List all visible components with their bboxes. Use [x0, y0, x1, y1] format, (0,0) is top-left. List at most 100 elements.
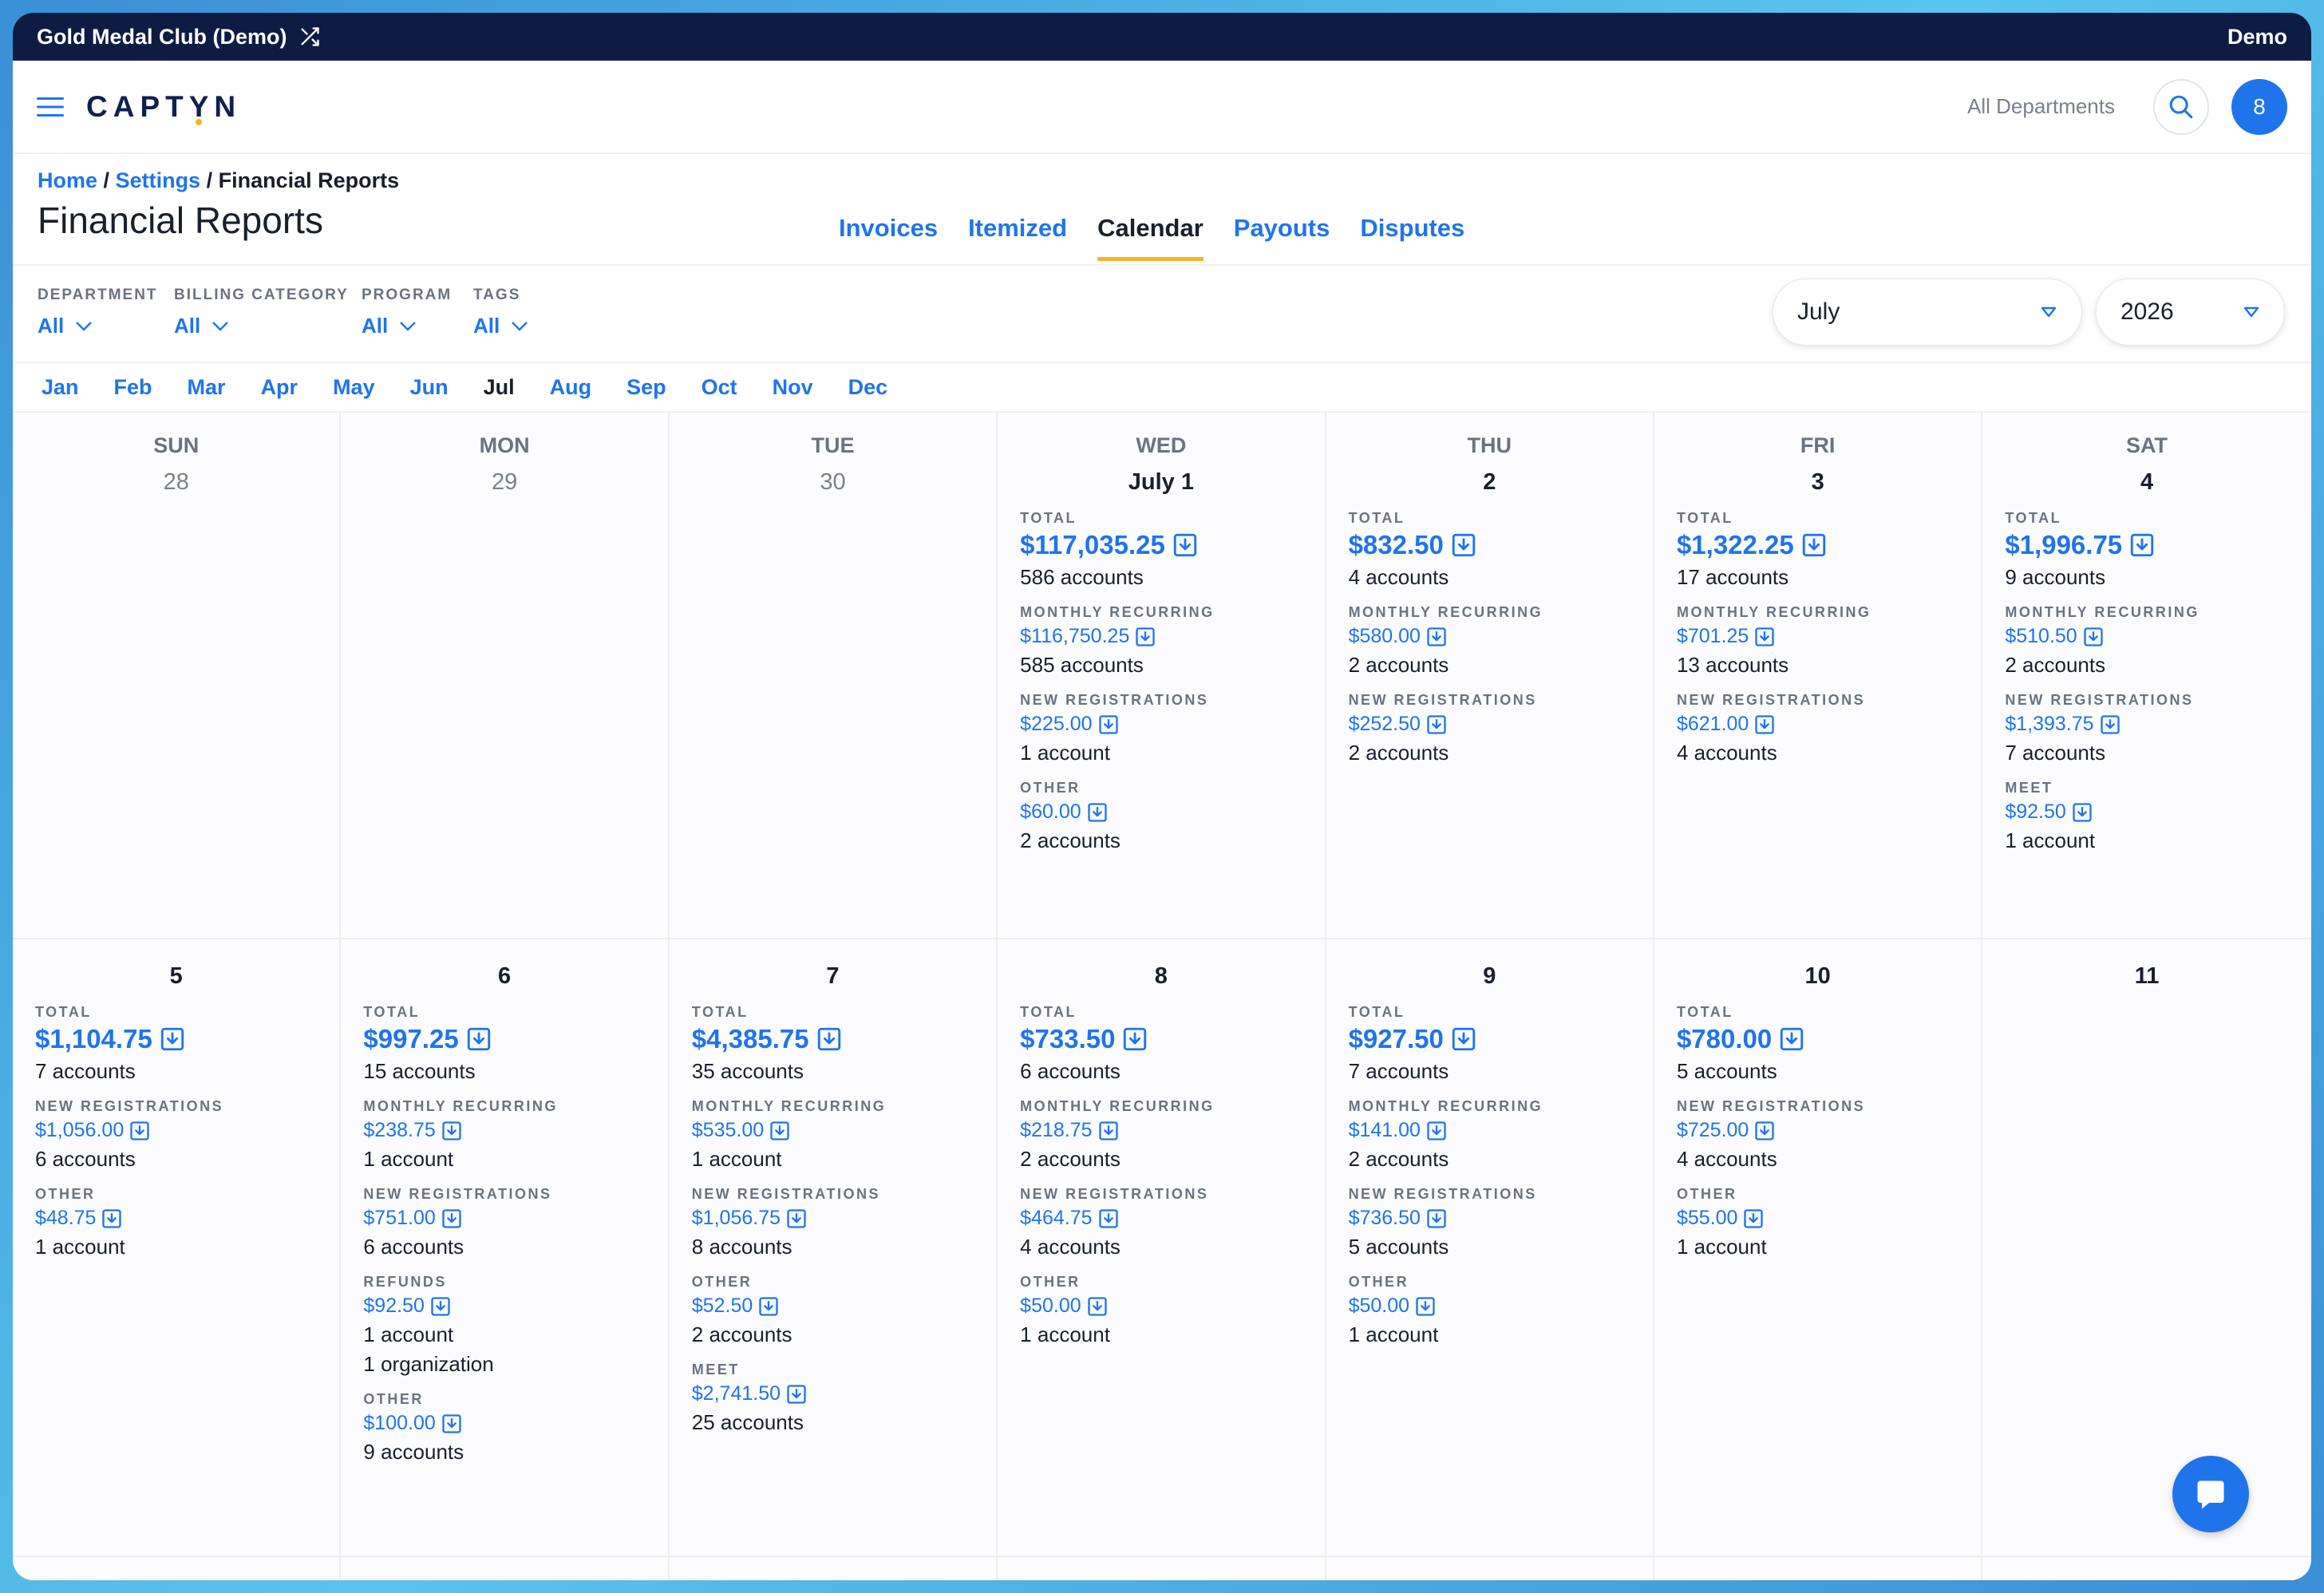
total-amount[interactable]: $733.50: [1020, 1024, 1324, 1054]
search-button[interactable]: [2153, 78, 2209, 135]
download-icon[interactable]: [441, 1413, 463, 1435]
download-icon[interactable]: [441, 1120, 463, 1142]
section-amount[interactable]: $1,056.75: [692, 1207, 996, 1230]
total-amount[interactable]: $1,104.75: [35, 1024, 339, 1054]
download-icon[interactable]: [1800, 532, 1828, 559]
download-icon[interactable]: [1086, 1295, 1109, 1318]
download-icon[interactable]: [757, 1295, 780, 1318]
download-icon[interactable]: [1086, 801, 1109, 824]
month-sep[interactable]: Sep: [626, 374, 666, 399]
section-amount[interactable]: $701.25: [1677, 625, 1981, 648]
section-amount[interactable]: $100.00: [363, 1412, 667, 1435]
total-amount[interactable]: $117,035.25: [1020, 530, 1324, 560]
download-icon[interactable]: [1425, 626, 1448, 648]
section-amount[interactable]: $736.50: [1349, 1207, 1653, 1230]
section-amount[interactable]: $535.00: [692, 1119, 996, 1142]
download-icon[interactable]: [1425, 1208, 1448, 1230]
section-amount[interactable]: $1,393.75: [2005, 713, 2310, 736]
section-amount[interactable]: $141.00: [1349, 1119, 1653, 1142]
download-icon[interactable]: [1753, 626, 1776, 648]
section-amount[interactable]: $621.00: [1677, 713, 1981, 736]
download-icon[interactable]: [465, 1026, 492, 1053]
total-amount[interactable]: $927.50: [1349, 1024, 1653, 1054]
download-icon[interactable]: [785, 1208, 808, 1230]
club-switcher[interactable]: Gold Medal Club (Demo): [37, 25, 321, 49]
download-icon[interactable]: [441, 1208, 463, 1230]
month-jul[interactable]: Jul: [481, 369, 516, 417]
section-amount[interactable]: $92.50: [363, 1295, 667, 1318]
section-amount[interactable]: $2,741.50: [692, 1382, 996, 1405]
download-icon[interactable]: [429, 1295, 452, 1318]
menu-button[interactable]: [37, 95, 64, 119]
total-amount[interactable]: $4,385.75: [692, 1024, 996, 1054]
department-switcher[interactable]: All Departments: [1967, 94, 2115, 118]
download-icon[interactable]: [1097, 713, 1120, 736]
month-may[interactable]: May: [333, 374, 375, 399]
download-icon[interactable]: [1450, 1026, 1477, 1053]
captyn-logo[interactable]: CAPTYN: [86, 90, 241, 125]
department-filter[interactable]: DEPARTMENT All: [38, 287, 158, 338]
section-amount[interactable]: $580.00: [1349, 625, 1653, 648]
download-icon[interactable]: [1097, 1208, 1120, 1230]
download-icon[interactable]: [2071, 801, 2093, 824]
total-amount[interactable]: $997.25: [363, 1024, 667, 1054]
download-icon[interactable]: [785, 1383, 808, 1405]
download-icon[interactable]: [1134, 626, 1156, 648]
month-jan[interactable]: Jan: [42, 374, 79, 399]
download-icon[interactable]: [769, 1120, 791, 1142]
section-amount[interactable]: $50.00: [1349, 1295, 1653, 1318]
month-mar[interactable]: Mar: [187, 374, 226, 399]
download-icon[interactable]: [1425, 1120, 1448, 1142]
total-amount[interactable]: $832.50: [1349, 530, 1653, 560]
program-filter[interactable]: PROGRAM All: [362, 287, 452, 338]
download-icon[interactable]: [2099, 713, 2121, 736]
month-aug[interactable]: Aug: [549, 374, 592, 399]
download-icon[interactable]: [816, 1026, 843, 1053]
section-amount[interactable]: $225.00: [1020, 713, 1324, 736]
section-amount[interactable]: $510.50: [2005, 625, 2310, 648]
total-amount[interactable]: $1,996.75: [2005, 530, 2310, 560]
section-amount[interactable]: $60.00: [1020, 800, 1324, 824]
download-icon[interactable]: [128, 1120, 151, 1142]
download-icon[interactable]: [1121, 1026, 1148, 1053]
section-amount[interactable]: $751.00: [363, 1207, 667, 1230]
user-avatar[interactable]: 8: [2231, 78, 2287, 135]
month-oct[interactable]: Oct: [701, 374, 737, 399]
month-nov[interactable]: Nov: [772, 374, 813, 399]
tab-invoices[interactable]: Invoices: [839, 214, 939, 242]
total-amount[interactable]: $780.00: [1677, 1024, 1981, 1054]
download-icon[interactable]: [1097, 1120, 1120, 1142]
tags-filter[interactable]: TAGS All: [473, 287, 528, 338]
year-select[interactable]: 2026: [2096, 279, 2285, 346]
section-amount[interactable]: $218.75: [1020, 1119, 1324, 1142]
section-amount[interactable]: $55.00: [1677, 1207, 1981, 1230]
month-jun[interactable]: Jun: [409, 374, 449, 399]
download-icon[interactable]: [1753, 713, 1776, 736]
month-select[interactable]: July: [1773, 279, 2082, 346]
tab-disputes[interactable]: Disputes: [1360, 214, 1465, 242]
month-dec[interactable]: Dec: [848, 374, 888, 399]
download-icon[interactable]: [2082, 626, 2105, 648]
download-icon[interactable]: [1414, 1295, 1437, 1318]
download-icon[interactable]: [2128, 532, 2156, 559]
section-amount[interactable]: $464.75: [1020, 1207, 1324, 1230]
download-icon[interactable]: [1450, 532, 1477, 559]
chat-button[interactable]: [2172, 1456, 2249, 1532]
download-icon[interactable]: [1172, 532, 1199, 559]
section-amount[interactable]: $1,056.00: [35, 1119, 339, 1142]
download-icon[interactable]: [1742, 1208, 1765, 1230]
section-amount[interactable]: $50.00: [1020, 1295, 1324, 1318]
total-amount[interactable]: $1,322.25: [1677, 530, 1981, 560]
section-amount[interactable]: $725.00: [1677, 1119, 1981, 1142]
section-amount[interactable]: $252.50: [1349, 713, 1653, 736]
breadcrumb-settings[interactable]: Settings: [115, 168, 201, 192]
download-icon[interactable]: [1753, 1120, 1776, 1142]
tab-payouts[interactable]: Payouts: [1233, 214, 1330, 242]
tab-calendar[interactable]: Calendar: [1097, 214, 1204, 261]
tab-itemized[interactable]: Itemized: [968, 214, 1068, 242]
download-icon[interactable]: [1425, 713, 1448, 736]
month-feb[interactable]: Feb: [113, 374, 152, 399]
month-apr[interactable]: Apr: [260, 374, 298, 399]
section-amount[interactable]: $92.50: [2005, 800, 2310, 824]
billing-category-filter[interactable]: BILLING CATEGORY All: [174, 287, 349, 338]
